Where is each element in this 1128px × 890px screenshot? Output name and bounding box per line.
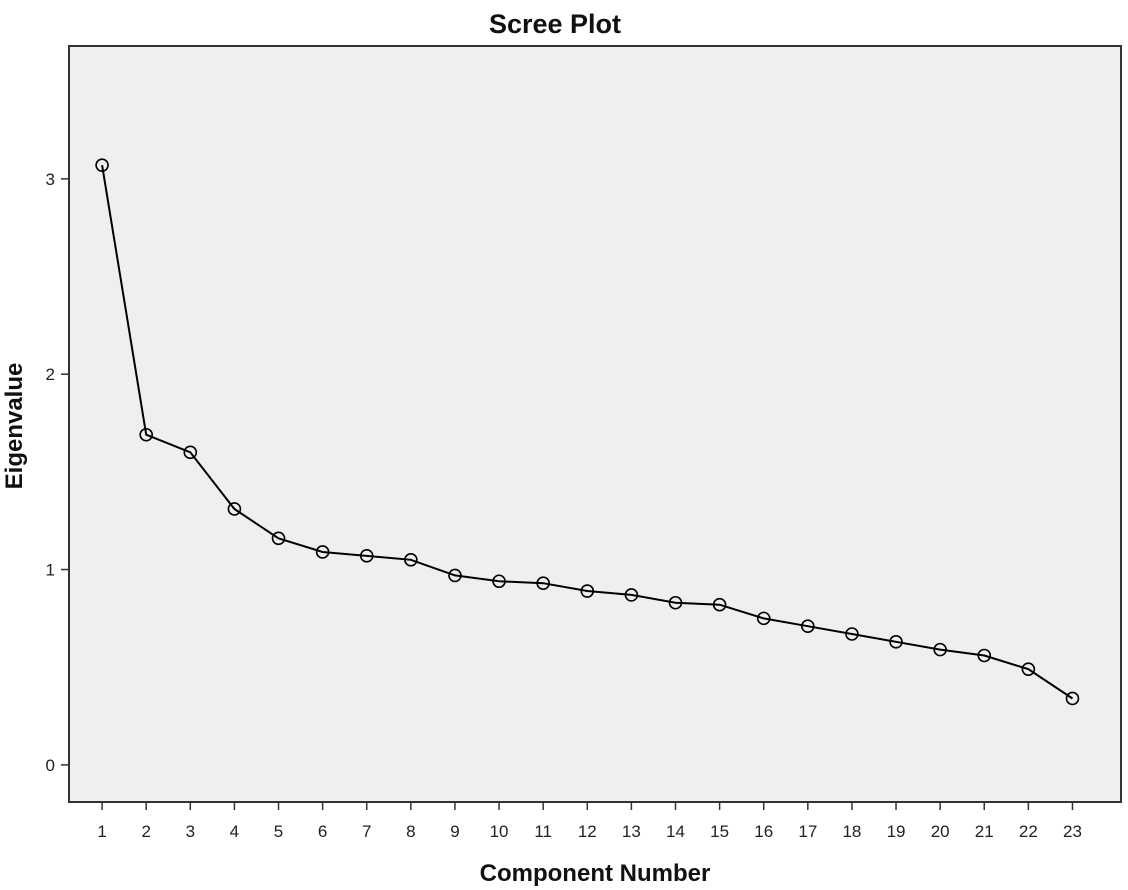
x-tick-label: 2	[141, 822, 150, 841]
data-point	[712, 597, 727, 612]
data-point	[404, 552, 418, 567]
chart-title: Scree Plot	[489, 9, 621, 39]
data-point	[933, 642, 947, 657]
data-point	[624, 588, 639, 602]
x-tick-label: 22	[1019, 822, 1038, 841]
series-layer	[95, 158, 1080, 706]
eigenvalue-line	[101, 165, 1074, 700]
x-tick-label: 6	[318, 822, 327, 841]
x-tick-label: 1	[97, 822, 106, 841]
plot-area	[68, 45, 1122, 803]
x-tick-label: 4	[230, 822, 239, 841]
data-point	[536, 576, 550, 591]
data-point	[139, 427, 153, 442]
y-axis: 0 1 2 3	[46, 170, 69, 775]
y-axis-title: Eigenvalue	[1, 363, 28, 490]
data-point	[1065, 691, 1080, 706]
x-tick-label: 7	[362, 822, 371, 841]
x-tick-label: 16	[754, 822, 773, 841]
x-tick-label: 18	[842, 822, 861, 841]
y-tick-label: 0	[46, 756, 55, 775]
data-point	[95, 158, 109, 172]
x-tick-label: 5	[274, 822, 283, 841]
data-point	[492, 574, 506, 589]
data-point	[889, 635, 903, 649]
data-point	[183, 445, 198, 460]
data-point	[668, 595, 683, 610]
data-point	[845, 627, 859, 641]
data-point	[359, 549, 374, 563]
x-tick-label: 12	[578, 822, 597, 841]
x-axis: 1 2 3 4 5 6 7 8 9 10 11 12 13 14 15 16 17 18 19 20 21 22 23	[97, 802, 1082, 841]
x-tick-label: 14	[666, 822, 685, 841]
data-point	[227, 502, 242, 516]
x-tick-label: 11	[534, 822, 552, 841]
x-tick-label: 9	[450, 822, 459, 841]
x-tick-label: 19	[887, 822, 906, 841]
data-point	[448, 568, 462, 583]
data-point	[1021, 662, 1036, 676]
data-point	[580, 584, 595, 598]
x-tick-label: 10	[490, 822, 509, 841]
x-tick-label: 21	[975, 822, 994, 841]
data-point	[756, 611, 771, 626]
x-tick-label: 17	[798, 822, 817, 841]
data-point	[801, 619, 815, 633]
x-tick-label: 8	[406, 822, 415, 841]
x-axis-title: Component Number	[480, 860, 711, 887]
data-point	[977, 648, 992, 663]
y-tick-label: 1	[46, 561, 55, 580]
x-tick-label: 23	[1063, 822, 1082, 841]
x-tick-label: 15	[710, 822, 729, 841]
data-point	[271, 531, 286, 546]
y-tick-label: 2	[46, 365, 55, 384]
x-tick-label: 3	[186, 822, 195, 841]
y-tick-label: 3	[46, 170, 55, 189]
data-point	[315, 545, 330, 559]
x-tick-label: 13	[622, 822, 641, 841]
x-tick-label: 20	[931, 822, 950, 841]
